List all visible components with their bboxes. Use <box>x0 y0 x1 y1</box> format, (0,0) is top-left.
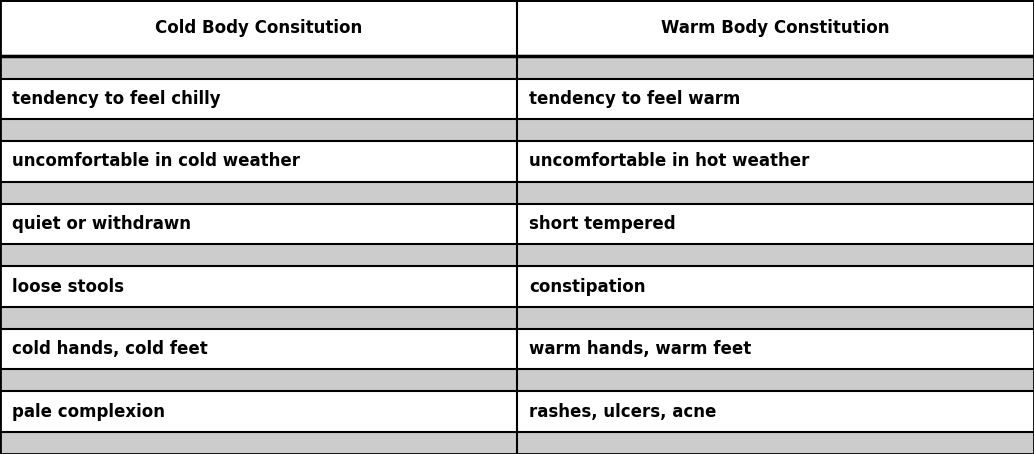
Bar <box>517 391 1034 432</box>
Text: constipation: constipation <box>529 277 646 296</box>
Bar <box>0 79 517 119</box>
Bar <box>517 141 1034 182</box>
Bar <box>0 0 517 56</box>
Bar <box>517 432 1034 454</box>
Bar <box>0 244 517 266</box>
Text: warm hands, warm feet: warm hands, warm feet <box>529 340 752 358</box>
Text: uncomfortable in cold weather: uncomfortable in cold weather <box>12 153 301 170</box>
Bar <box>517 79 1034 119</box>
Bar <box>0 369 517 391</box>
Bar <box>517 182 1034 204</box>
Text: uncomfortable in hot weather: uncomfortable in hot weather <box>529 153 810 170</box>
Text: pale complexion: pale complexion <box>12 403 165 420</box>
Bar <box>517 244 1034 266</box>
Text: tendency to feel chilly: tendency to feel chilly <box>12 90 221 108</box>
Bar <box>517 0 1034 56</box>
Bar <box>0 307 517 329</box>
Bar <box>0 391 517 432</box>
Text: rashes, ulcers, acne: rashes, ulcers, acne <box>529 403 717 420</box>
Bar <box>517 266 1034 307</box>
Bar <box>517 56 1034 79</box>
Text: short tempered: short tempered <box>529 215 676 233</box>
Text: quiet or withdrawn: quiet or withdrawn <box>12 215 191 233</box>
Bar <box>0 432 517 454</box>
Bar <box>0 204 517 244</box>
Bar <box>0 141 517 182</box>
Bar <box>0 182 517 204</box>
Bar <box>0 119 517 141</box>
Bar <box>0 266 517 307</box>
Bar <box>517 119 1034 141</box>
Text: loose stools: loose stools <box>12 277 124 296</box>
Bar <box>517 307 1034 329</box>
Text: tendency to feel warm: tendency to feel warm <box>529 90 740 108</box>
Bar <box>517 369 1034 391</box>
Bar <box>0 56 517 79</box>
Text: Warm Body Constitution: Warm Body Constitution <box>662 19 889 37</box>
Bar <box>517 204 1034 244</box>
Bar <box>0 329 517 369</box>
Text: cold hands, cold feet: cold hands, cold feet <box>12 340 208 358</box>
Bar <box>517 329 1034 369</box>
Text: Cold Body Consitution: Cold Body Consitution <box>155 19 362 37</box>
